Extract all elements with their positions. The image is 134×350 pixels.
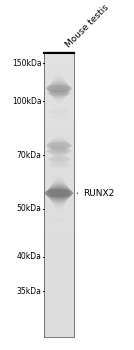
Ellipse shape <box>49 138 69 153</box>
Ellipse shape <box>46 149 72 153</box>
Ellipse shape <box>46 142 72 149</box>
Ellipse shape <box>49 89 69 98</box>
Ellipse shape <box>48 110 70 113</box>
Ellipse shape <box>49 110 69 114</box>
Ellipse shape <box>46 84 72 93</box>
Ellipse shape <box>50 78 68 99</box>
Ellipse shape <box>49 145 69 157</box>
Text: 150kDa: 150kDa <box>12 59 42 68</box>
Text: 40kDa: 40kDa <box>17 252 42 261</box>
Text: RUNX2: RUNX2 <box>83 189 114 198</box>
Text: 50kDa: 50kDa <box>17 204 42 214</box>
Text: Mouse testis: Mouse testis <box>64 2 111 49</box>
Ellipse shape <box>50 137 68 154</box>
Ellipse shape <box>46 186 72 201</box>
Ellipse shape <box>46 143 72 148</box>
Ellipse shape <box>50 179 68 207</box>
Ellipse shape <box>44 189 74 197</box>
Ellipse shape <box>48 182 70 204</box>
Ellipse shape <box>48 163 70 166</box>
Ellipse shape <box>49 79 69 98</box>
Ellipse shape <box>47 140 71 151</box>
Ellipse shape <box>47 148 71 154</box>
Ellipse shape <box>49 181 69 205</box>
Text: 100kDa: 100kDa <box>12 97 42 106</box>
Ellipse shape <box>49 146 69 156</box>
Ellipse shape <box>47 91 71 96</box>
Text: 70kDa: 70kDa <box>17 150 42 160</box>
Ellipse shape <box>49 155 69 163</box>
Ellipse shape <box>47 158 71 161</box>
Ellipse shape <box>47 184 71 202</box>
Ellipse shape <box>48 156 70 163</box>
Ellipse shape <box>48 156 70 162</box>
Ellipse shape <box>48 89 70 97</box>
Ellipse shape <box>49 162 69 167</box>
Ellipse shape <box>45 187 73 199</box>
Ellipse shape <box>47 82 71 95</box>
Ellipse shape <box>48 90 70 96</box>
Ellipse shape <box>48 147 70 155</box>
Bar <box>44 52 74 337</box>
Ellipse shape <box>48 81 70 96</box>
Ellipse shape <box>46 85 72 92</box>
Ellipse shape <box>50 88 68 99</box>
Ellipse shape <box>48 139 70 152</box>
Ellipse shape <box>49 115 69 118</box>
Ellipse shape <box>48 162 70 167</box>
Text: 35kDa: 35kDa <box>17 287 42 296</box>
Ellipse shape <box>51 87 67 100</box>
